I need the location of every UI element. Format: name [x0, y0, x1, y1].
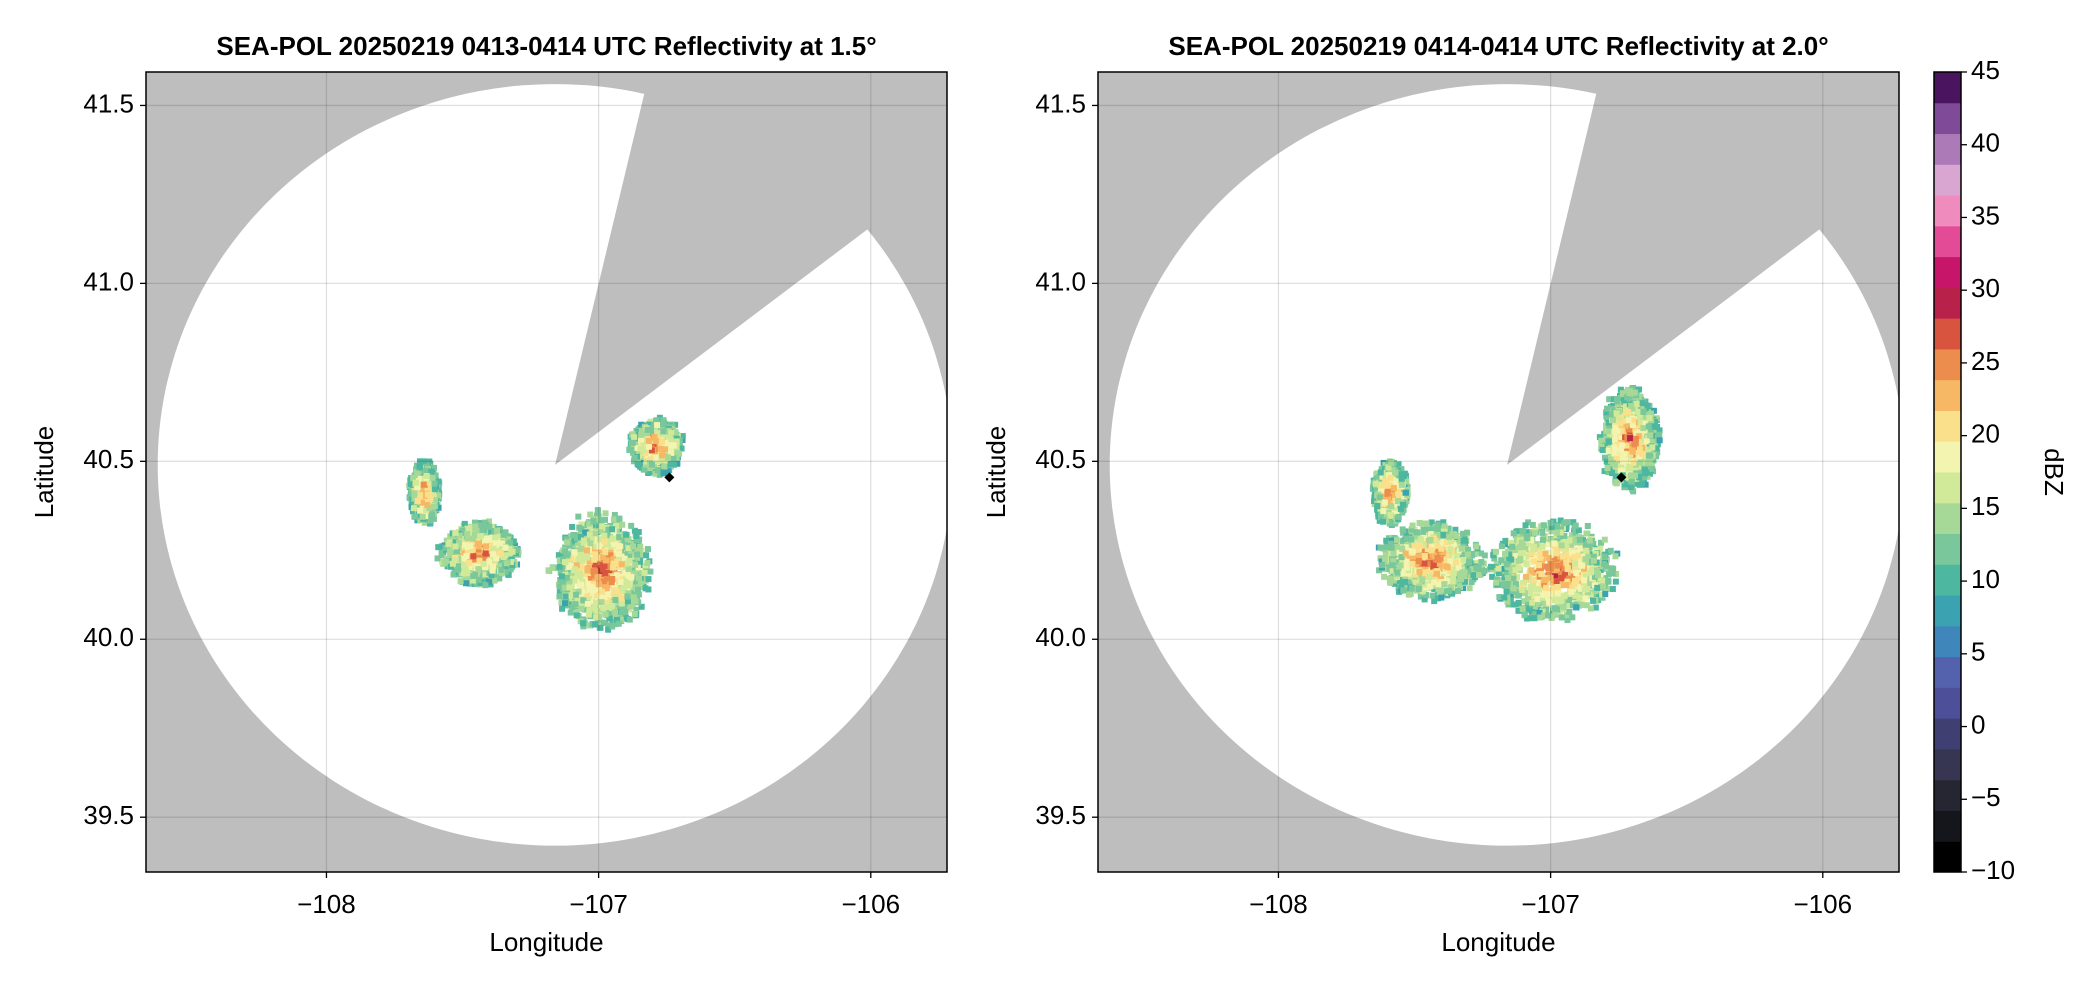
colorbar-band [1934, 780, 1961, 811]
colorbar-band [1934, 749, 1961, 780]
colorbar-tick-label: 40 [1971, 128, 2000, 158]
x-tick-label: −108 [1249, 889, 1308, 919]
y-tick-label: 41.0 [83, 266, 134, 296]
colorbar-tick-label: 0 [1971, 709, 1985, 739]
colorbar-band [1934, 195, 1961, 226]
colorbar-tick-label: 45 [1971, 55, 2000, 85]
y-tick-label: 40.5 [1035, 444, 1086, 474]
colorbar-band [1934, 841, 1961, 872]
colorbar-band [1934, 503, 1961, 534]
colorbar-band [1934, 810, 1961, 841]
colorbar-band [1934, 718, 1961, 749]
colorbar-tick-label: 30 [1971, 273, 2000, 303]
colorbar-tick-label: 15 [1971, 491, 2000, 521]
colorbar-band [1934, 380, 1961, 411]
colorbar-band [1934, 72, 1961, 103]
colorbar-tick-label: 10 [1971, 564, 2000, 594]
y-tick-label: 40.5 [83, 444, 134, 474]
chart-title: SEA-POL 20250219 0413-0414 UTC Reflectiv… [216, 31, 876, 61]
colorbar-band [1934, 318, 1961, 349]
x-tick-label: −107 [569, 889, 628, 919]
colorbar-band [1934, 349, 1961, 380]
chart-title: SEA-POL 20250219 0414-0414 UTC Reflectiv… [1168, 31, 1828, 61]
y-tick-label: 41.5 [1035, 88, 1086, 118]
colorbar-band [1934, 103, 1961, 134]
colorbar-band [1934, 441, 1961, 472]
colorbar-band [1934, 687, 1961, 718]
x-tick-label: −108 [297, 889, 356, 919]
colorbar-band [1934, 472, 1961, 503]
x-tick-label: −106 [1794, 889, 1853, 919]
colorbar-label: dBZ [2039, 448, 2069, 496]
x-axis-label: Longitude [1441, 927, 1555, 957]
y-tick-label: 41.0 [1035, 266, 1086, 296]
colorbar-band [1934, 257, 1961, 288]
colorbar-tick-label: 35 [1971, 200, 2000, 230]
colorbar-tick-label: 20 [1971, 419, 2000, 449]
y-tick-label: 39.5 [83, 800, 134, 830]
y-tick-label: 39.5 [1035, 800, 1086, 830]
y-axis-label: Latitude [981, 426, 1011, 519]
colorbar-band [1934, 657, 1961, 688]
colorbar-band [1934, 134, 1961, 165]
y-tick-label: 40.0 [1035, 622, 1086, 652]
colorbar-band [1934, 626, 1961, 657]
colorbar-band [1934, 164, 1961, 195]
x-tick-label: −107 [1521, 889, 1580, 919]
y-axis-label: Latitude [29, 426, 59, 519]
colorbar-band [1934, 226, 1961, 257]
colorbar-tick-label: −10 [1971, 855, 2015, 885]
colorbar-tick-label: 25 [1971, 346, 2000, 376]
colorbar-tick-label: 5 [1971, 637, 1985, 667]
colorbar-band [1934, 410, 1961, 441]
colorbar-band [1934, 595, 1961, 626]
x-axis-label: Longitude [489, 927, 603, 957]
y-tick-label: 41.5 [83, 88, 134, 118]
x-tick-label: −106 [842, 889, 901, 919]
colorbar-band [1934, 287, 1961, 318]
colorbar-tick-label: −5 [1971, 782, 2001, 812]
colorbar-band [1934, 534, 1961, 565]
colorbar-band [1934, 564, 1961, 595]
y-tick-label: 40.0 [83, 622, 134, 652]
